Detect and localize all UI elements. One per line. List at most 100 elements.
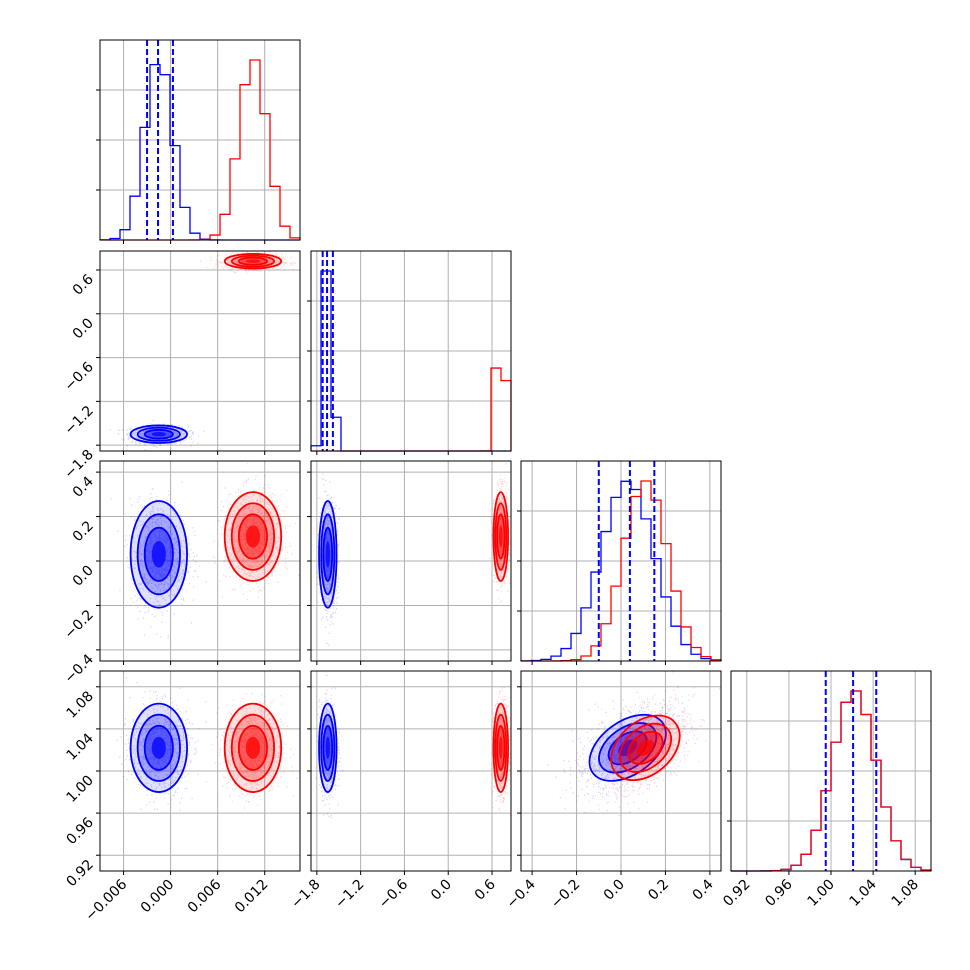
x-tick-label: 0.4: [690, 876, 717, 903]
contour-red: [492, 702, 509, 793]
x-tick-label: 0.012: [232, 877, 272, 917]
y-tick-label: 0.0: [70, 563, 97, 590]
contour-blue: [318, 702, 338, 793]
contour-blue: [129, 500, 188, 609]
grid-lines: [521, 671, 721, 871]
panel-data: [316, 463, 511, 646]
axis-ticks: [517, 510, 711, 665]
contour-red: [494, 502, 508, 571]
contour-red: [230, 502, 276, 571]
contour-red: [237, 513, 268, 560]
x-tick-label: 1.04: [847, 876, 880, 909]
density-level-blue: [325, 541, 330, 568]
contour-blue: [129, 702, 188, 793]
y-tick-label: −0.6: [61, 359, 96, 394]
y-tick-label: −0.2: [61, 607, 96, 642]
y-tick-label: 0.92: [63, 857, 96, 890]
contour-red: [496, 513, 506, 560]
x-tick-label: −0.006: [82, 876, 130, 924]
axis-ticks: [307, 686, 493, 875]
density-level-red: [245, 525, 260, 548]
axis-ticks: [96, 89, 266, 244]
contour-blue: [136, 713, 181, 782]
y-tick-label: 0.0: [70, 315, 97, 342]
panel-data: [111, 463, 300, 639]
axis-ticks: [517, 686, 711, 875]
y-tick-label: 1.08: [63, 688, 96, 721]
contour-blue: [143, 428, 174, 440]
axis-ticks: [307, 300, 493, 455]
x-tick-label: −0.2: [548, 877, 583, 912]
contour-red: [223, 491, 283, 582]
axis-ticks: [96, 269, 266, 455]
contour-red: [230, 254, 276, 268]
contour-red: [237, 724, 268, 771]
contour-blue: [322, 724, 334, 771]
y-tick-label: 0.96: [63, 815, 96, 848]
contour-red: [610, 714, 681, 782]
contour-red: [627, 730, 664, 765]
contour-blue: [322, 526, 334, 582]
panel-data: [116, 677, 297, 811]
contour-red: [496, 724, 506, 771]
x-tick-label: 0.96: [762, 876, 795, 909]
density-level-blue: [151, 541, 166, 568]
density-level-red: [245, 736, 260, 759]
scatter-panel: [99, 250, 301, 452]
y-tick-label: 0.6: [70, 271, 97, 298]
contour-blue: [136, 426, 181, 442]
x-tick-label: 1.08: [889, 877, 922, 910]
contour-blue: [129, 424, 188, 444]
panel-data: [547, 671, 721, 817]
y-tick-label: −1.2: [61, 403, 96, 438]
x-tick-label: −0.6: [376, 876, 411, 911]
density-level-blue: [325, 736, 330, 759]
contour-blue: [143, 724, 174, 771]
x-tick-label: 0.000: [138, 877, 178, 917]
x-tick-label: −0.4: [504, 876, 539, 911]
x-tick-label: 0.6: [472, 876, 499, 903]
density-level-red: [498, 525, 503, 548]
contour-red: [230, 713, 276, 782]
grid-lines: [100, 40, 300, 240]
panel-data: [109, 251, 296, 451]
x-tick-label: −1.8: [288, 877, 323, 912]
contour-blue: [320, 513, 336, 596]
contour-red: [494, 713, 508, 782]
x-tick-label: 0.2: [645, 877, 672, 904]
contour-red: [223, 253, 283, 270]
axis-ticks: [96, 471, 266, 665]
contour-red: [223, 702, 283, 793]
axis-ticks: [307, 471, 493, 665]
density-level-blue: [151, 736, 166, 759]
x-tick-label: 0.0: [428, 877, 455, 904]
grid-lines: [311, 671, 511, 871]
contour-red: [237, 256, 268, 266]
contour-blue: [136, 513, 181, 596]
x-tick-label: 0.92: [720, 877, 753, 910]
y-tick-label: −0.4: [61, 651, 96, 686]
y-tick-label: 0.2: [70, 518, 97, 545]
x-tick-label: −1.2: [332, 877, 367, 912]
contour-red: [492, 491, 509, 582]
density-level-red: [498, 736, 503, 759]
grid-lines: [311, 461, 511, 661]
grid-lines: [311, 251, 511, 451]
density-level-red: [245, 259, 260, 264]
axis-ticks: [96, 686, 266, 875]
contour-blue: [588, 713, 667, 782]
contour-red: [618, 722, 673, 773]
panel-data: [314, 674, 511, 819]
contour-blue: [320, 713, 336, 782]
scatter-points-blue: [111, 481, 207, 639]
histogram-blue: [310, 270, 511, 452]
contour-blue: [143, 526, 174, 582]
x-tick-label: 0.0: [601, 877, 628, 904]
x-tick-label: 0.006: [185, 876, 225, 916]
y-tick-label: −1.8: [61, 447, 96, 482]
density-level-blue: [151, 432, 166, 437]
grid-lines: [100, 251, 300, 451]
x-tick-label: 1.00: [804, 877, 837, 910]
density-level-red: [636, 739, 655, 756]
